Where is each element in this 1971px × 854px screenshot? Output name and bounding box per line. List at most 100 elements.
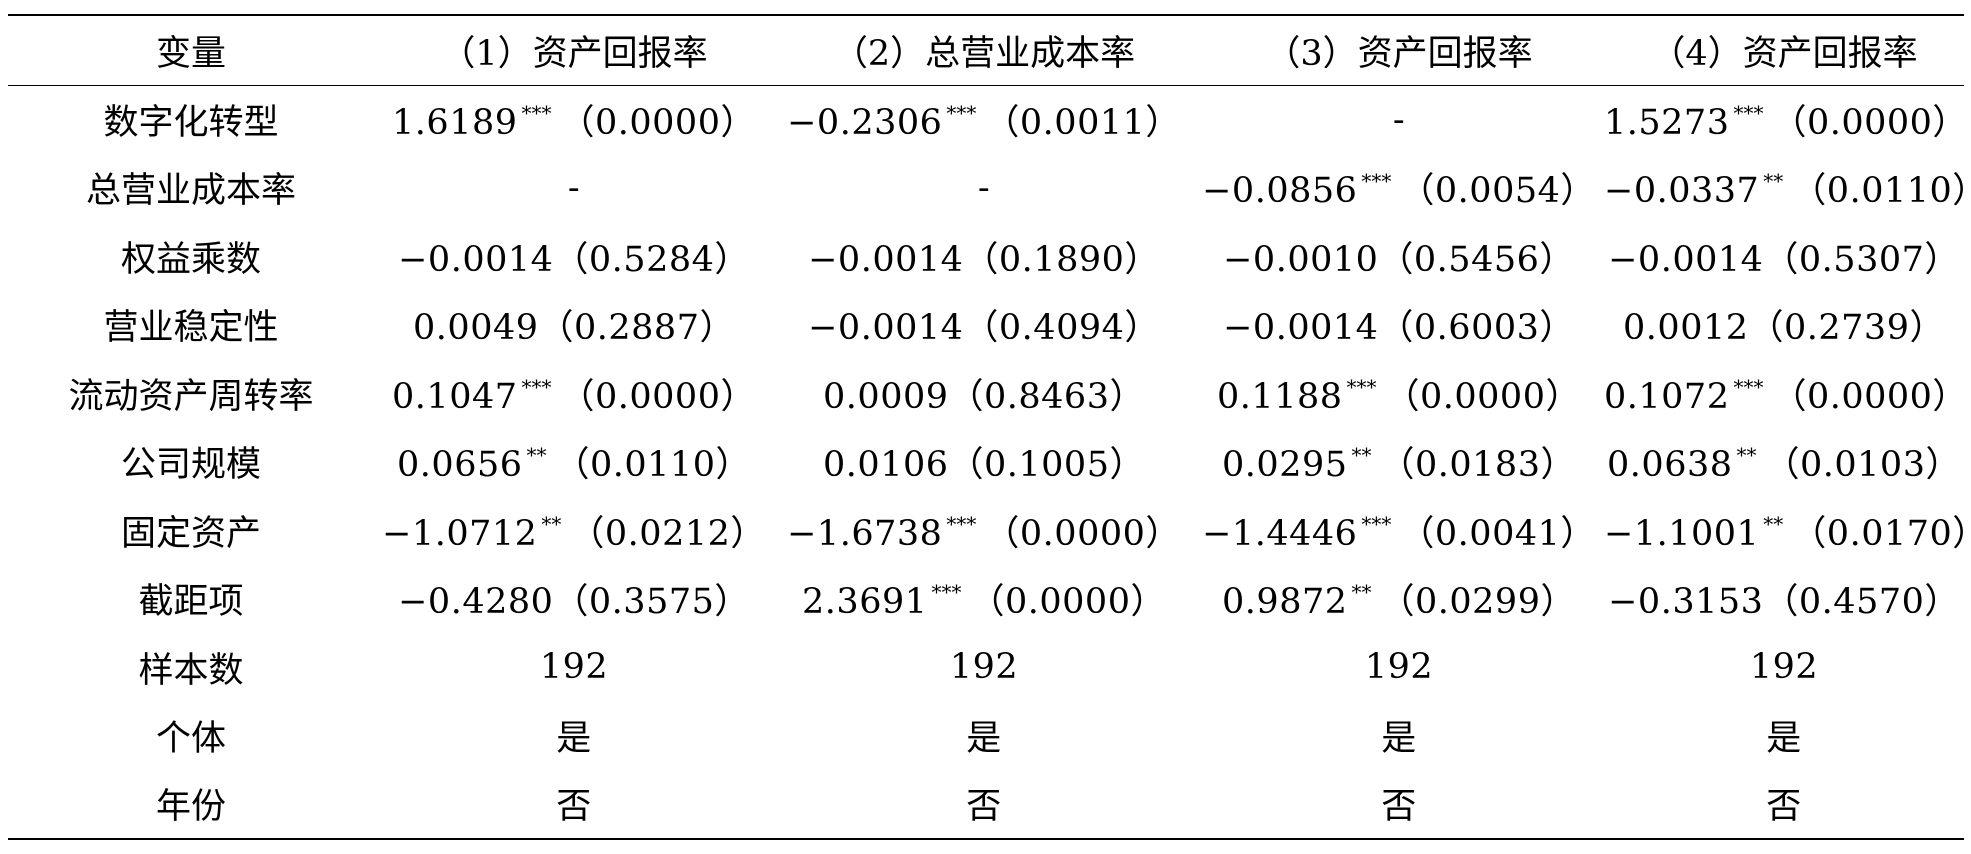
p-value: （0.2887）: [538, 308, 735, 349]
coefficient-value: 否: [1766, 787, 1802, 828]
p-value: （0.0000）: [1771, 103, 1968, 143]
coefficient-value: −0.0014: [1608, 239, 1764, 280]
p-value: （0.3575）: [553, 582, 750, 623]
table-cell: 192: [374, 633, 774, 702]
coefficient-value: 192: [949, 647, 1019, 688]
table-cell: 1.6189 *** （0.0000）: [374, 85, 774, 154]
table-cell: −0.0010（0.5456）: [1194, 222, 1604, 291]
table-cell: 0.0638 ** （0.0103）: [1604, 428, 1964, 497]
row-label: 权益乘数: [120, 239, 261, 280]
p-value: （0.5456）: [1378, 239, 1575, 280]
table-row: 截距项 −0.4280（0.3575） 2.3691 *** （0.0000） 0.987…: [8, 565, 1964, 634]
table-cell: 192: [1194, 633, 1604, 702]
row-label: 数字化转型: [103, 103, 279, 143]
p-value: （0.4094）: [963, 308, 1160, 349]
table-row: 权益乘数 −0.0014（0.5284） −0.0014（0.1890） −0.001…: [8, 222, 1964, 291]
table-cell: −1.6738 *** （0.0000）: [774, 496, 1194, 565]
coefficient-value: −0.2306: [787, 103, 943, 143]
coefficient-value: −0.0010: [1223, 239, 1379, 280]
significance-stars: ***: [1361, 511, 1392, 536]
coefficient-value: 0.1188: [1217, 376, 1343, 417]
coefficient-value: −0.0014: [398, 239, 554, 280]
p-value: （0.0000）: [559, 376, 756, 417]
table-cell: 0.9872 ** （0.0299）: [1194, 565, 1604, 634]
p-value: （0.6003）: [1378, 308, 1575, 349]
coefficient-value: 1.6189: [392, 103, 518, 143]
p-value: （0.0000）: [1771, 376, 1968, 417]
coefficient-value: 192: [1749, 647, 1819, 688]
header-model-2: （2）总营业成本率: [774, 14, 1194, 86]
significance-stars: ***: [1733, 101, 1764, 125]
row-label: 年份: [8, 770, 374, 840]
p-value: （0.0000）: [969, 582, 1166, 623]
table-cell: -: [774, 154, 1194, 223]
table-cell: 否: [1194, 770, 1604, 840]
coefficient-value: -: [977, 167, 991, 208]
table-cell: −0.0337 ** （0.0110）: [1604, 154, 1971, 223]
table-cell: 2.3691 *** （0.0000）: [774, 565, 1194, 634]
header-model-4: （4）资产回报率: [1604, 14, 1964, 86]
coefficient-value: 否: [1381, 787, 1417, 828]
p-value: （0.0110）: [1791, 171, 1971, 212]
table-cell: 是: [774, 702, 1194, 771]
significance-stars: ***: [931, 580, 962, 605]
significance-stars: ***: [521, 374, 552, 399]
coefficient-value: −0.4280: [398, 582, 554, 623]
coefficient-value: 0.0012: [1623, 308, 1749, 349]
p-value: （0.8463）: [948, 376, 1145, 417]
coefficient-value: 是: [966, 719, 1002, 760]
table-cell: −1.1001 ** （0.0170）: [1604, 496, 1971, 565]
table-row: 样本数 192 192 192 192: [8, 633, 1964, 702]
table-cell: 0.0295 ** （0.0183）: [1194, 428, 1604, 497]
row-label: 个体: [155, 719, 226, 760]
header-variable: 变量: [8, 14, 374, 86]
table-row: 个体 是 是 是 是: [8, 702, 1964, 771]
coefficient-value: 0.0656: [397, 445, 523, 486]
p-value: （0.4570）: [1763, 582, 1960, 623]
coefficient-value: 否: [556, 787, 592, 828]
table-cell: 0.0106（0.1005）: [774, 428, 1194, 497]
table-cell: −0.3153（0.4570）: [1604, 565, 1964, 634]
table-cell: 0.0012（0.2739）: [1604, 291, 1964, 360]
table-cell: 0.0009（0.8463）: [774, 359, 1194, 428]
header-model-3: （3）资产回报率: [1194, 14, 1604, 86]
table-cell: 否: [1604, 770, 1964, 840]
table-cell: −1.4446 *** （0.0041）: [1194, 496, 1604, 565]
significance-stars: ***: [1361, 169, 1392, 194]
significance-stars: ***: [1733, 374, 1764, 399]
coefficient-value: −1.6738: [787, 513, 943, 554]
coefficient-value: 0.9872: [1222, 582, 1348, 623]
p-value: （0.0000）: [1384, 376, 1581, 417]
table-body: 数字化转型 1.6189 *** （0.0000） −0.2306 *** （0.0011）…: [8, 85, 1971, 840]
significance-stars: **: [526, 443, 547, 468]
coefficient-value: 是: [1381, 719, 1417, 760]
table-cell: 192: [1604, 633, 1964, 702]
coefficient-value: 否: [966, 787, 1002, 828]
coefficient-value: 1.5273: [1604, 103, 1730, 143]
significance-stars: ***: [946, 511, 977, 536]
row-label: 截距项: [138, 582, 244, 623]
coefficient-value: 0.0009: [823, 376, 949, 417]
regression-table: 变量 （1）资产回报率 （2）总营业成本率 （3）资产回报率 （4）资产回报率 …: [8, 14, 1971, 840]
significance-stars: ***: [946, 101, 977, 125]
significance-stars: **: [1763, 169, 1784, 194]
coefficient-value: −0.0014: [1223, 308, 1379, 349]
significance-stars: ***: [1346, 374, 1377, 399]
p-value: （0.1890）: [963, 239, 1160, 280]
coefficient-value: 2.3691: [802, 582, 928, 623]
table-cell: 0.0656 ** （0.0110）: [374, 428, 774, 497]
coefficient-value: 是: [1766, 719, 1802, 760]
table-cell: −0.0856 *** （0.0054）: [1194, 154, 1604, 223]
coefficient-value: 0.0106: [823, 445, 949, 486]
row-label: 总营业成本率: [85, 171, 296, 212]
coefficient-value: 是: [556, 719, 592, 760]
table-cell: −0.0014（0.6003）: [1194, 291, 1604, 360]
table-header: 变量 （1）资产回报率 （2）总营业成本率 （3）资产回报率 （4）资产回报率: [8, 14, 1964, 86]
table-cell: −0.2306 *** （0.0011）: [774, 85, 1194, 154]
coefficient-value: 192: [539, 647, 609, 688]
coefficient-value: −0.0014: [808, 308, 964, 349]
significance-stars: ***: [521, 101, 552, 125]
p-value: （0.0011）: [984, 103, 1181, 143]
significance-stars: **: [541, 511, 562, 536]
